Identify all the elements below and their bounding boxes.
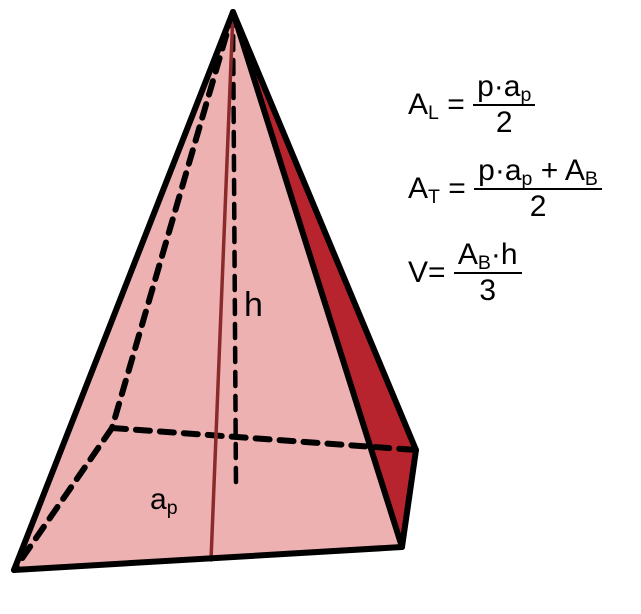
formula-block: AL = p·ap 2 AT = p·ap + AB 2 <box>408 72 602 306</box>
formula-lateral-area: AL = p·ap 2 <box>408 72 602 138</box>
height-label: h <box>244 286 263 325</box>
formula-total-area: AT = p·ap + AB 2 <box>408 156 602 222</box>
pyramid-front-right-face <box>211 12 402 560</box>
formula-volume: V = AB·h 3 <box>408 240 602 306</box>
apothem-label: ap <box>150 483 178 517</box>
